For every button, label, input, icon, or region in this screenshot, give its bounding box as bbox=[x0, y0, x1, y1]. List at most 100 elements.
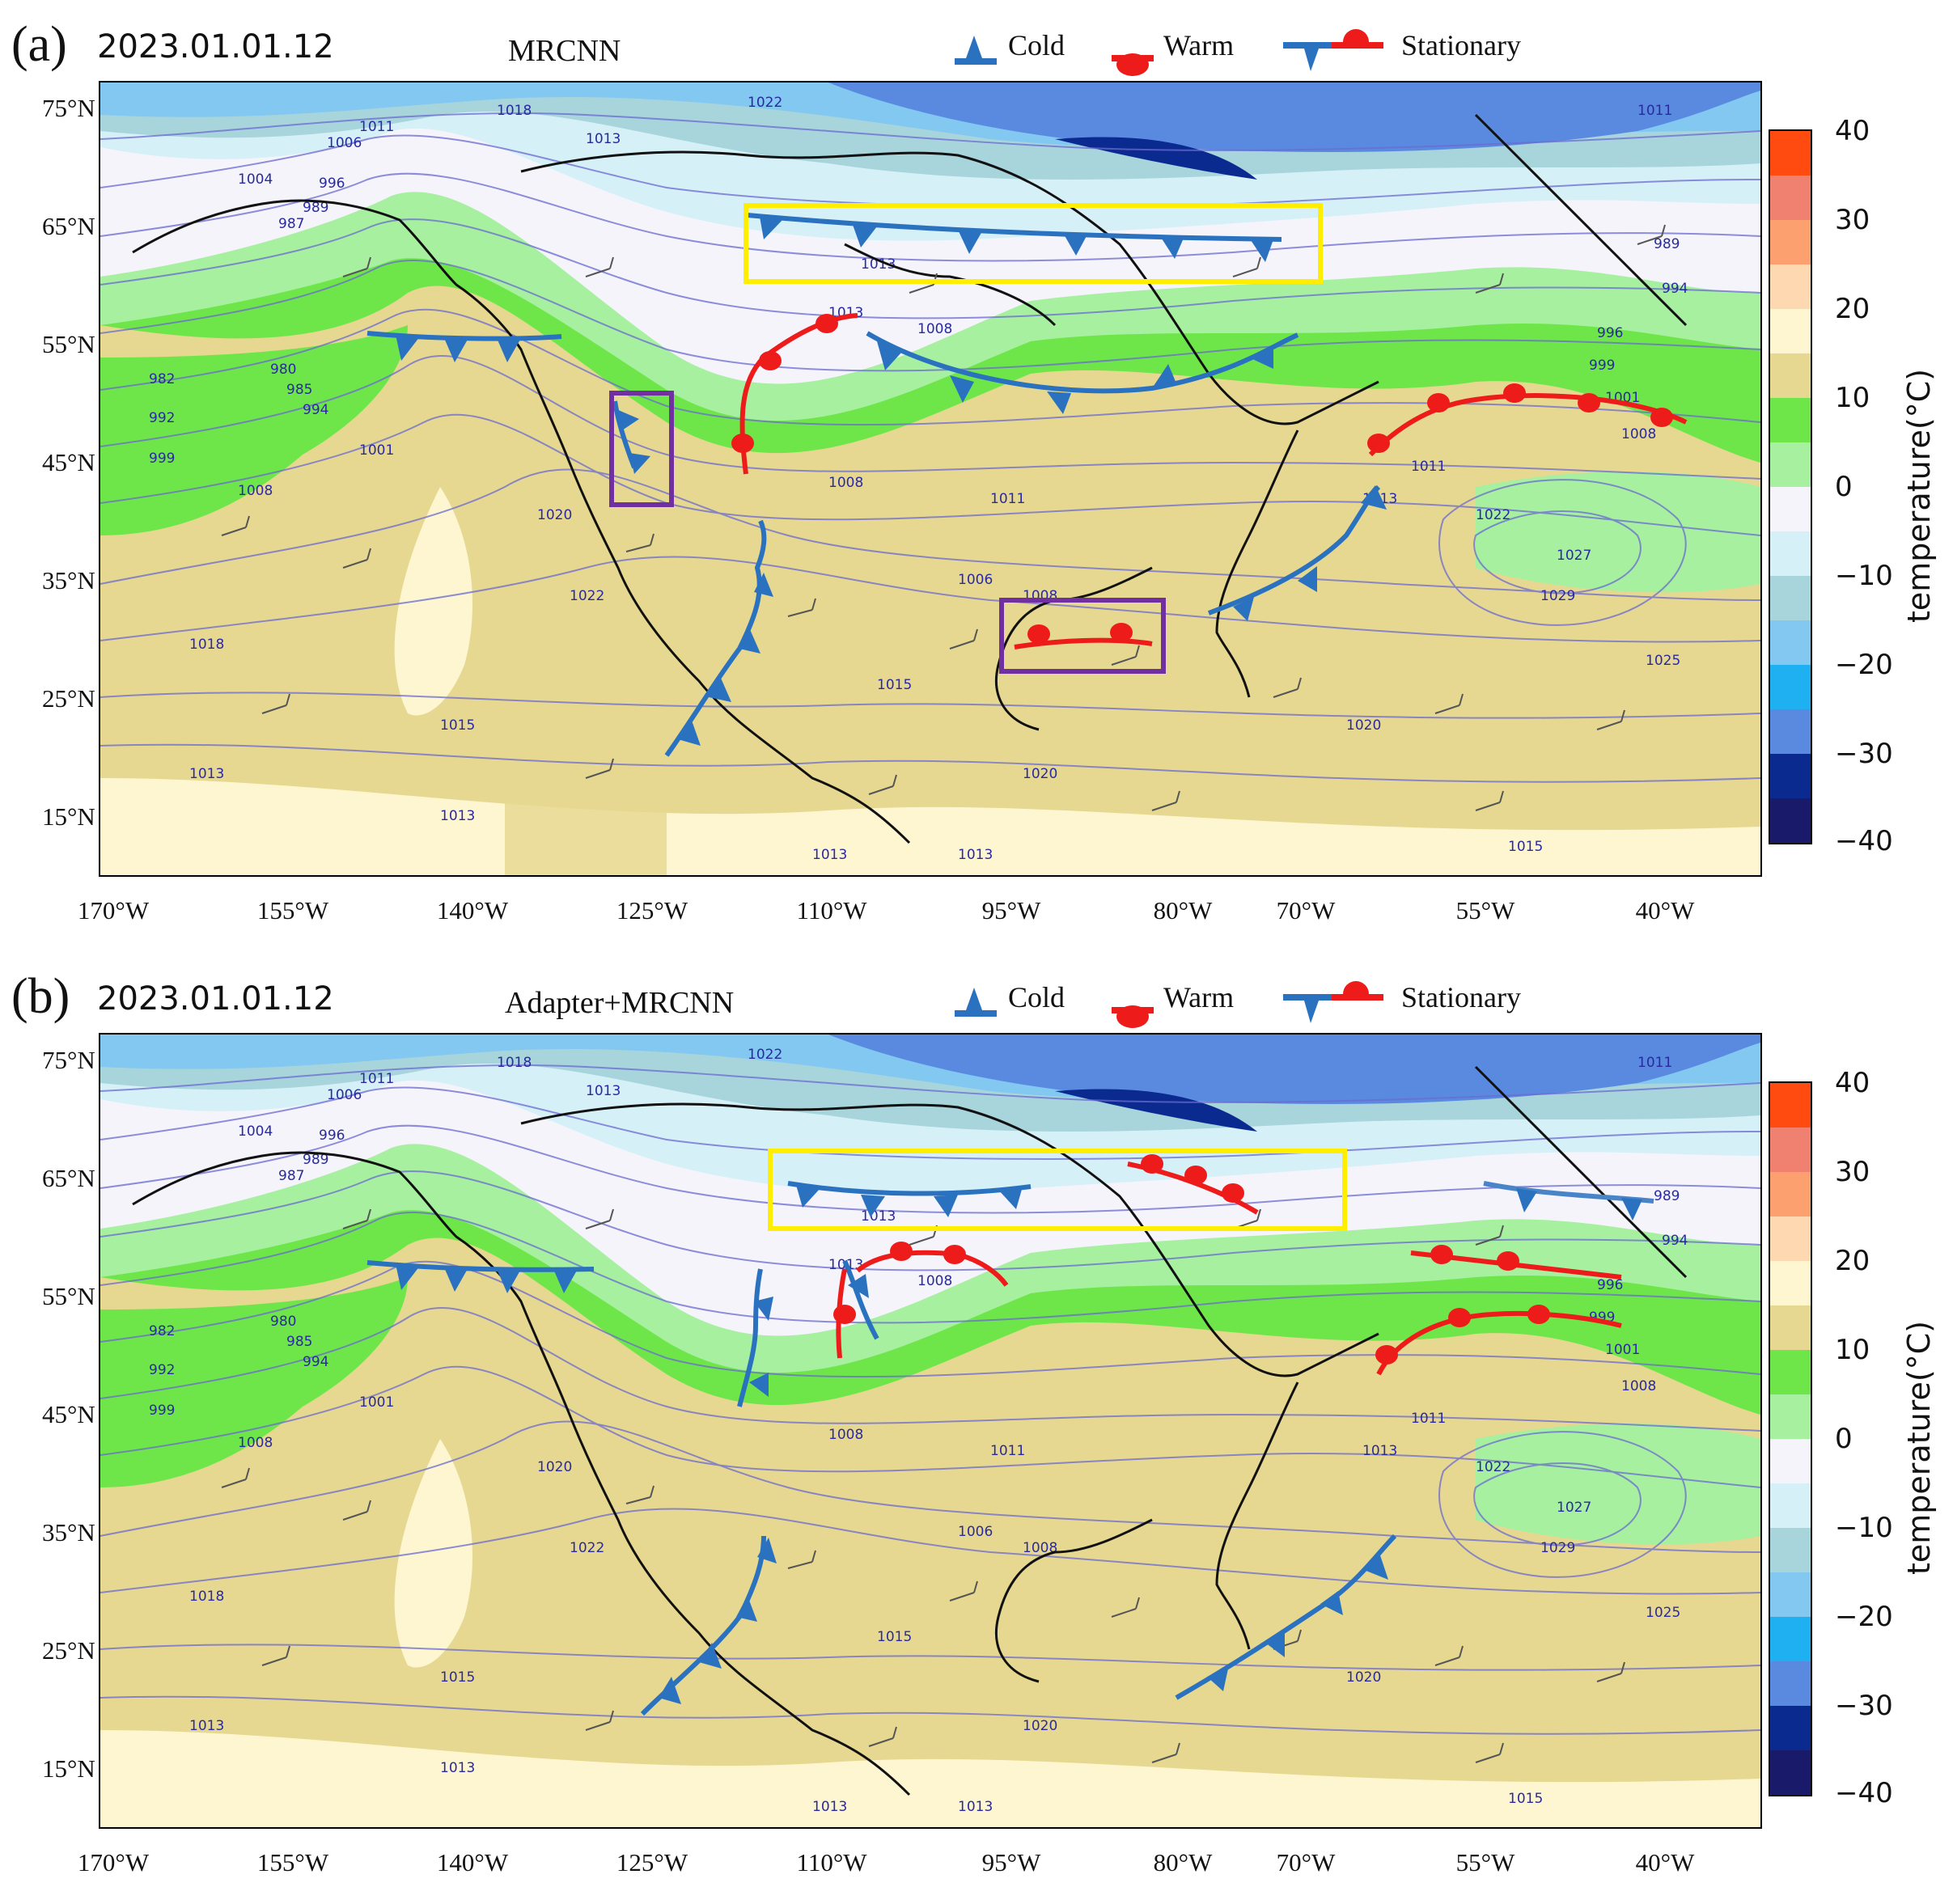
lon-label-125w: 125°W bbox=[616, 896, 688, 924]
colorbar-segment bbox=[1770, 264, 1811, 309]
svg-text:1015: 1015 bbox=[877, 677, 912, 693]
svg-text:1013: 1013 bbox=[861, 1208, 896, 1225]
svg-text:1008: 1008 bbox=[828, 1427, 863, 1443]
svg-text:994: 994 bbox=[303, 1354, 328, 1370]
svg-text:999: 999 bbox=[1589, 358, 1615, 374]
colorbar-segment bbox=[1770, 442, 1811, 487]
svg-text:1013: 1013 bbox=[1362, 1443, 1397, 1459]
svg-text:1011: 1011 bbox=[1637, 103, 1672, 119]
weather-map: 1013 1013 1013 1013 1015 1015 1018 1020 1025 1… bbox=[99, 81, 1762, 877]
cold-front-legend-icon bbox=[955, 36, 997, 65]
svg-text:1022: 1022 bbox=[748, 95, 782, 111]
weather-map: 1013 1013 1013 1013 1015 1015 1018 1020 1025 1… bbox=[99, 1033, 1762, 1829]
svg-text:1008: 1008 bbox=[917, 1273, 952, 1289]
svg-text:1011: 1011 bbox=[1411, 1411, 1446, 1427]
colorbar-segment bbox=[1770, 1216, 1811, 1261]
lon-label-55w: 55°W bbox=[1455, 1848, 1515, 1876]
svg-text:992: 992 bbox=[149, 410, 175, 426]
svg-text:994: 994 bbox=[303, 402, 328, 418]
colorbar-tick-label: 20 bbox=[1835, 1245, 1870, 1277]
isobar-labels: 1013 1013 1013 1013 1015 1015 1018 1020 1025 1… bbox=[149, 95, 1688, 863]
legend-cold-label: Cold bbox=[1008, 981, 1065, 1013]
svg-text:999: 999 bbox=[149, 451, 175, 467]
map-graphics: 1013 1013 1013 1013 1015 1015 1018 1020 1025 1… bbox=[100, 1035, 1760, 1827]
highlight-box-yellow bbox=[768, 1149, 1347, 1231]
temperature-colorbar bbox=[1769, 129, 1812, 844]
svg-text:1013: 1013 bbox=[440, 808, 475, 824]
svg-text:1027: 1027 bbox=[1557, 548, 1591, 564]
colorbar-tick-label: 30 bbox=[1835, 1156, 1870, 1188]
colorbar-segment bbox=[1770, 576, 1811, 620]
svg-text:1013: 1013 bbox=[189, 1718, 224, 1734]
svg-text:1006: 1006 bbox=[327, 1087, 362, 1103]
svg-text:996: 996 bbox=[1597, 325, 1623, 341]
stationary-front-canada bbox=[787, 1181, 1032, 1217]
lat-label-35n: 35°N bbox=[42, 566, 95, 594]
svg-text:982: 982 bbox=[149, 1323, 175, 1339]
svg-text:1020: 1020 bbox=[1346, 717, 1381, 734]
cold-front-us-east bbox=[1207, 484, 1387, 621]
svg-text:1018: 1018 bbox=[497, 1055, 532, 1071]
svg-text:1008: 1008 bbox=[828, 475, 863, 491]
panel-model-name: Adapter+MRCNN bbox=[505, 986, 735, 1020]
colorbar-segment bbox=[1770, 1350, 1811, 1394]
colorbar-segment bbox=[1770, 1394, 1811, 1439]
panel-letter: (a) bbox=[11, 17, 67, 72]
svg-text:985: 985 bbox=[286, 1334, 312, 1350]
wind-barbs bbox=[221, 224, 1666, 811]
panel-a: (a) 2023.01.01.12 MRCNN Cold Warm Statio… bbox=[11, 17, 1937, 924]
svg-text:1025: 1025 bbox=[1646, 1605, 1680, 1621]
svg-text:980: 980 bbox=[270, 1314, 296, 1330]
svg-text:1011: 1011 bbox=[1637, 1055, 1672, 1071]
svg-text:1029: 1029 bbox=[1540, 1540, 1575, 1556]
temperature-field bbox=[100, 1035, 1760, 1827]
temperature-field bbox=[100, 83, 1760, 875]
colorbar-segment bbox=[1770, 487, 1811, 531]
svg-text:989: 989 bbox=[303, 1152, 328, 1168]
svg-text:1013: 1013 bbox=[958, 1799, 993, 1815]
svg-text:1015: 1015 bbox=[1508, 1791, 1543, 1807]
svg-text:996: 996 bbox=[319, 176, 345, 192]
legend-stationary-label: Stationary bbox=[1401, 981, 1521, 1013]
lat-label-45n: 45°N bbox=[42, 1400, 95, 1428]
lon-label-170w: 170°W bbox=[77, 896, 150, 924]
lat-label-55n: 55°N bbox=[42, 1282, 95, 1310]
svg-text:1001: 1001 bbox=[1605, 1342, 1640, 1358]
lon-label-70w: 70°W bbox=[1276, 896, 1336, 924]
colorbar-tick-label: −20 bbox=[1835, 1601, 1893, 1633]
svg-text:996: 996 bbox=[319, 1128, 345, 1144]
warm-front-atlantic bbox=[1375, 1305, 1622, 1376]
svg-text:1001: 1001 bbox=[359, 442, 394, 459]
lon-label-140w: 140°W bbox=[436, 1848, 509, 1876]
svg-text:992: 992 bbox=[149, 1362, 175, 1378]
svg-text:989: 989 bbox=[1654, 236, 1680, 252]
svg-text:1013: 1013 bbox=[586, 1083, 621, 1099]
colorbar-segment bbox=[1770, 1439, 1811, 1483]
lon-label-155w: 155°W bbox=[256, 1848, 329, 1876]
lat-label-35n: 35°N bbox=[42, 1518, 95, 1546]
cold-front-pacific bbox=[664, 519, 773, 757]
svg-text:1022: 1022 bbox=[1476, 1459, 1510, 1475]
svg-text:1011: 1011 bbox=[990, 1443, 1025, 1459]
lat-label-65n: 65°N bbox=[42, 212, 95, 240]
svg-text:1011: 1011 bbox=[359, 119, 394, 135]
colorbar-segment bbox=[1770, 220, 1811, 264]
temperature-colorbar bbox=[1769, 1081, 1812, 1796]
warm-front-western-canada bbox=[833, 1242, 1009, 1359]
colorbar-segment bbox=[1770, 1083, 1811, 1128]
colorbar-segment bbox=[1770, 131, 1811, 176]
colorbar-segment bbox=[1770, 798, 1811, 843]
colorbar-segment bbox=[1770, 531, 1811, 576]
warm-front-atlantic bbox=[1367, 383, 1688, 457]
svg-text:1018: 1018 bbox=[189, 1589, 224, 1605]
svg-text:1015: 1015 bbox=[440, 717, 475, 734]
svg-text:1013: 1013 bbox=[812, 847, 847, 863]
colorbar-tick-label: 0 bbox=[1835, 471, 1853, 503]
svg-text:1022: 1022 bbox=[1476, 507, 1510, 523]
lat-label-25n: 25°N bbox=[42, 1636, 95, 1665]
svg-text:1008: 1008 bbox=[238, 1435, 273, 1451]
colorbar-segment bbox=[1770, 620, 1811, 665]
svg-text:1004: 1004 bbox=[238, 171, 273, 188]
lat-label-45n: 45°N bbox=[42, 448, 95, 476]
svg-text:1008: 1008 bbox=[1621, 426, 1656, 442]
